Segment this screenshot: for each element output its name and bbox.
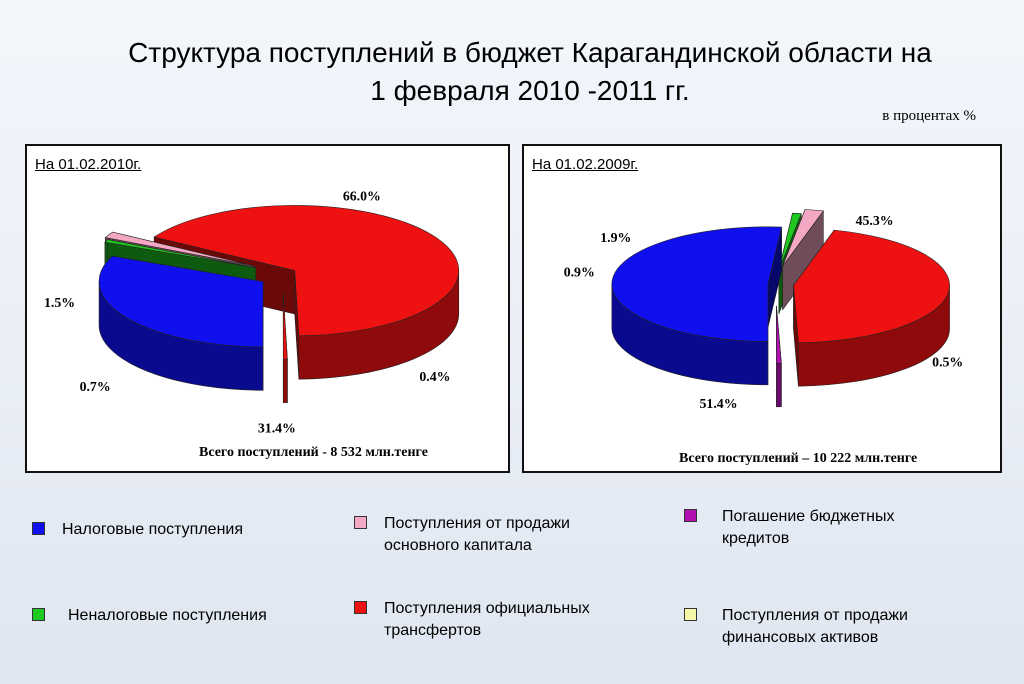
- page-title-line-1: Структура поступлений в бюджет Караганди…: [128, 37, 932, 68]
- data-label-поступления-официальных-трансфертов: 45.3%: [856, 213, 894, 228]
- data-label-налоговые-поступления: 51.4%: [700, 396, 738, 411]
- data-label-поступления-от-продажи-финансовых-активов: 0.4%: [419, 369, 450, 384]
- page-title-line-2: 1 февраля 2010 -2011 гг.: [370, 75, 690, 106]
- legend-swatch-loan-repayment: [684, 509, 697, 522]
- pie-slice-поступления-от-продажи-основного-капитала: [782, 209, 824, 311]
- unit-note: в процентах %: [882, 108, 976, 124]
- data-label-поступления-официальных-трансфертов: 66.0%: [343, 188, 381, 203]
- legend-label-transfers: Поступления официальных трансфертов: [384, 600, 590, 639]
- pie-chart-2009: 51.4% 0.9% 1.9% 45.3% 0.5%: [564, 209, 963, 411]
- legend-swatch-transfers: [354, 601, 367, 614]
- data-label-неналоговые-поступления: 0.7%: [80, 379, 111, 394]
- data-label-поступления-от-продажи-основного-капитала: 1.9%: [600, 230, 631, 245]
- chart-title-2010: На 01.02.2010г.: [35, 156, 142, 173]
- legend-swatch-fin-assets: [684, 608, 697, 621]
- pie-slice-налоговые-поступления: [611, 226, 783, 386]
- legend-label-fin-assets: Поступления от продажи финансовых активо…: [722, 607, 908, 646]
- data-label-налоговые-поступления: 31.4%: [258, 420, 296, 435]
- legend-label-tax: Налоговые поступления: [62, 521, 243, 538]
- chart-title-2009: На 01.02.2009г.: [532, 156, 639, 173]
- total-receipts-2010: Всего поступлений - 8 532 млн.тенге: [199, 445, 428, 460]
- legend-swatch-capital-sale: [354, 516, 367, 529]
- page-title: Структура поступлений в бюджет Караганди…: [60, 34, 1000, 110]
- pie-slice-поступления-официальных-трансфертов: [793, 229, 950, 387]
- legend-swatch-nontax: [32, 608, 45, 621]
- pie-slice-погашение-бюджетных-кредитов: [776, 306, 782, 408]
- legend-swatch-tax: [32, 522, 45, 535]
- pie-chart-2010: 31.4% 0.7% 1.5% 66.0% 0.4%: [44, 188, 460, 435]
- legend-label-loan-repayment: Погашение бюджетных кредитов: [722, 508, 895, 547]
- chart-panel-2010: 31.4% 0.7% 1.5% 66.0% 0.4% На 01.02.2010г. В…: [25, 144, 510, 473]
- pie-slice-налоговые-поступления: [98, 255, 264, 391]
- chart-panel-2009: 51.4% 0.9% 1.9% 45.3% 0.5% На 01.02.2009г. В…: [522, 144, 1002, 473]
- pie-slice-поступления-от-продажи-финансовых-активов: [282, 293, 288, 403]
- total-receipts-2009: Всего поступлений – 10 222 млн.тенге: [679, 451, 918, 466]
- data-label-поступления-от-продажи-основного-капитала: 1.5%: [44, 295, 75, 310]
- legend-label-nontax: Неналоговые поступления: [68, 607, 267, 624]
- data-label-неналоговые-поступления: 0.9%: [564, 264, 595, 279]
- legend-label-capital-sale: Поступления от продажи основного капитал…: [384, 515, 570, 554]
- data-label-погашение-бюджетных-кредитов: 0.5%: [932, 354, 963, 369]
